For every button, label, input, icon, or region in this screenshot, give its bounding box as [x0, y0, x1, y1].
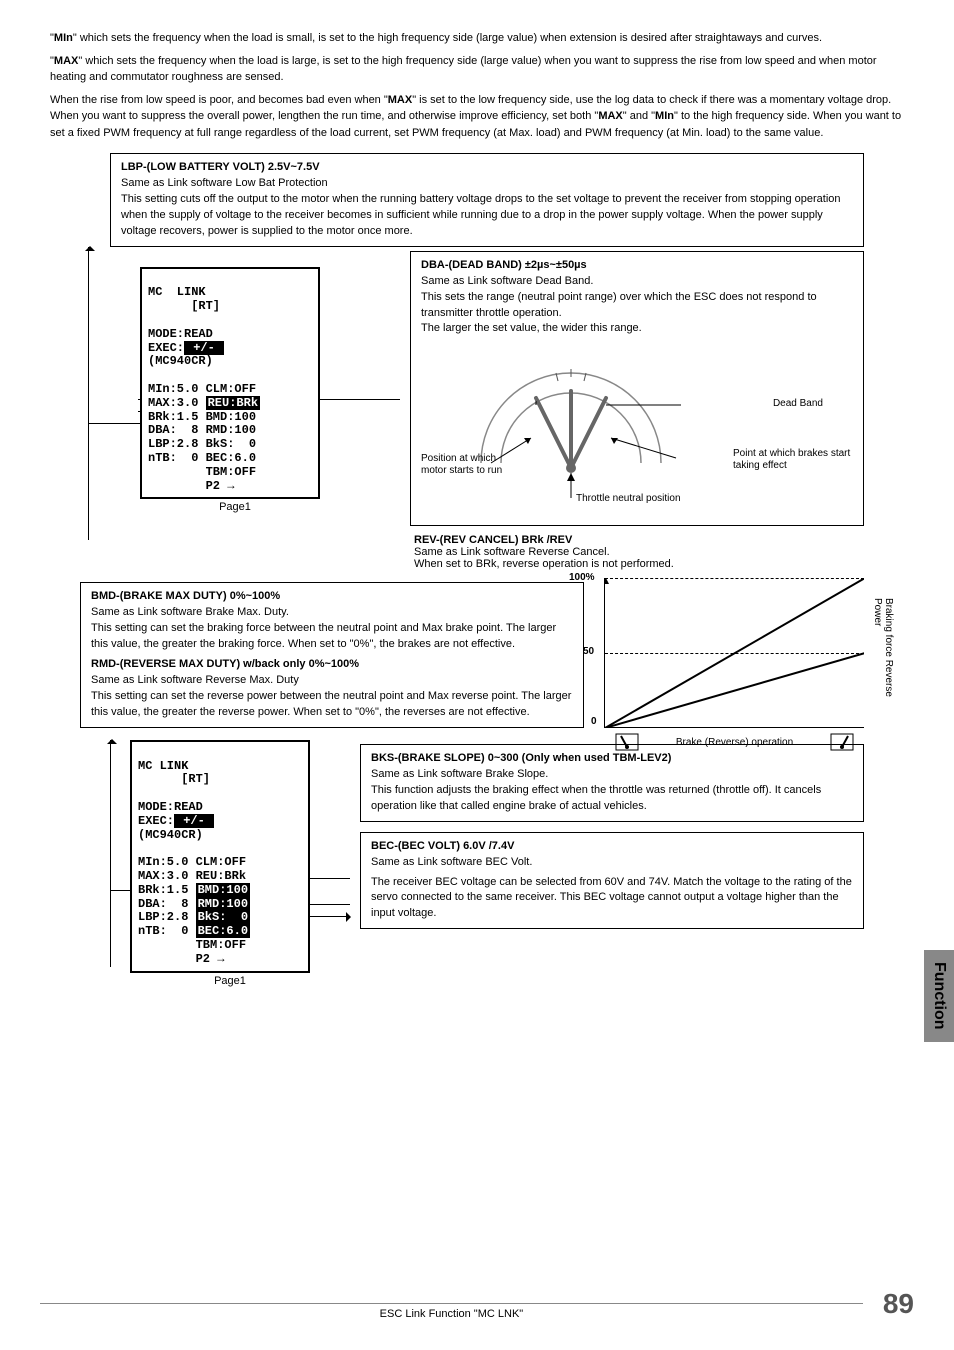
lever-icon-right — [830, 733, 854, 751]
dba-sub: Same as Link software Dead Band. — [421, 274, 853, 290]
rev-sub: Same as Link software Reverse Cancel. — [414, 546, 864, 558]
bks-title: BKS-(BRAKE SLOPE) 0~300 (Only when used … — [371, 751, 853, 767]
bmd-box: BMD-(BRAKE MAX DUTY) 0%~100% Same as Lin… — [80, 582, 584, 728]
dba-box: DBA-(DEAD BAND) ±2µs~±50µs Same as Link … — [410, 251, 864, 527]
page-footer: ESC Link Function "MC LNK" 89 — [0, 1288, 954, 1320]
chart-side-label: Braking force Reverse Power — [872, 598, 894, 727]
bks-body: This function adjusts the braking effect… — [371, 783, 853, 815]
rmd-title: RMD-(REVERSE MAX DUTY) w/back only 0%~10… — [91, 657, 573, 673]
brake-point-label: Point at which brakes start taking effec… — [733, 448, 853, 472]
rev-block: REV-(REV CANCEL) BRk /REV Same as Link s… — [410, 534, 864, 570]
page-number: 89 — [883, 1288, 914, 1320]
lbp-title: LBP-(LOW BATTERY VOLT) 2.5V~7.5V — [121, 160, 853, 176]
motor-start-label: Position at which motor starts to run — [421, 453, 511, 477]
chart-xlabel: Brake (Reverse) operation — [676, 737, 793, 748]
bec-sub: Same as Link software BEC Volt. — [371, 855, 853, 871]
lever-icon-left — [615, 733, 639, 751]
rmd-sub: Same as Link software Reverse Max. Duty — [91, 673, 573, 689]
dba-body1: This sets the range (neutral point range… — [421, 290, 853, 322]
y0-label: 0 — [591, 716, 597, 727]
y100-label: 100% — [569, 572, 595, 583]
dba-title: DBA-(DEAD BAND) ±2µs~±50µs — [421, 258, 853, 274]
y50-label: 50 — [583, 646, 594, 657]
function-tab: Function — [924, 950, 954, 1042]
dba-diagram: Dead Band Position at which motor starts… — [421, 343, 853, 513]
bks-sub: Same as Link software Brake Slope. — [371, 767, 853, 783]
intro-text: "MIn" which sets the frequency when the … — [50, 30, 904, 141]
lbp-box: LBP-(LOW BATTERY VOLT) 2.5V~7.5V Same as… — [110, 153, 864, 247]
lcd-screen-1: MC LINK [RT] MODE:READ EXEC: +/- (MC940C… — [140, 267, 320, 500]
rmd-body: This setting can set the reverse power b… — [91, 689, 573, 721]
bks-box: BKS-(BRAKE SLOPE) 0~300 (Only when used … — [360, 744, 864, 822]
lbp-body: This setting cuts off the output to the … — [121, 192, 853, 240]
footer-title: ESC Link Function "MC LNK" — [40, 1303, 863, 1320]
bmd-body: This setting can set the braking force b… — [91, 621, 573, 653]
lcd2-caption: Page1 — [130, 975, 330, 987]
lbp-sub: Same as Link software Low Bat Protection — [121, 176, 853, 192]
bec-body: The receiver BEC voltage can be selected… — [371, 875, 853, 923]
lcd1-caption: Page1 — [140, 501, 330, 513]
bmd-sub: Same as Link software Brake Max. Duty. — [91, 605, 573, 621]
neutral-label: Throttle neutral position — [576, 493, 681, 505]
bmd-title: BMD-(BRAKE MAX DUTY) 0%~100% — [91, 589, 573, 605]
duty-chart: 100% 50 0 Brake (Reverse) operation Brak… — [604, 578, 864, 728]
rev-title: REV-(REV CANCEL) BRk /REV — [414, 534, 864, 546]
bec-title: BEC-(BEC VOLT) 6.0V /7.4V — [371, 839, 853, 855]
bec-box: BEC-(BEC VOLT) 6.0V /7.4V Same as Link s… — [360, 832, 864, 930]
rev-body: When set to BRk, reverse operation is no… — [414, 558, 864, 570]
dba-body2: The larger the set value, the wider this… — [421, 321, 853, 337]
dead-band-label: Dead Band — [773, 398, 823, 410]
lcd-screen-2: MC LINK [RT] MODE:READ EXEC: +/- (MC940C… — [130, 740, 310, 973]
